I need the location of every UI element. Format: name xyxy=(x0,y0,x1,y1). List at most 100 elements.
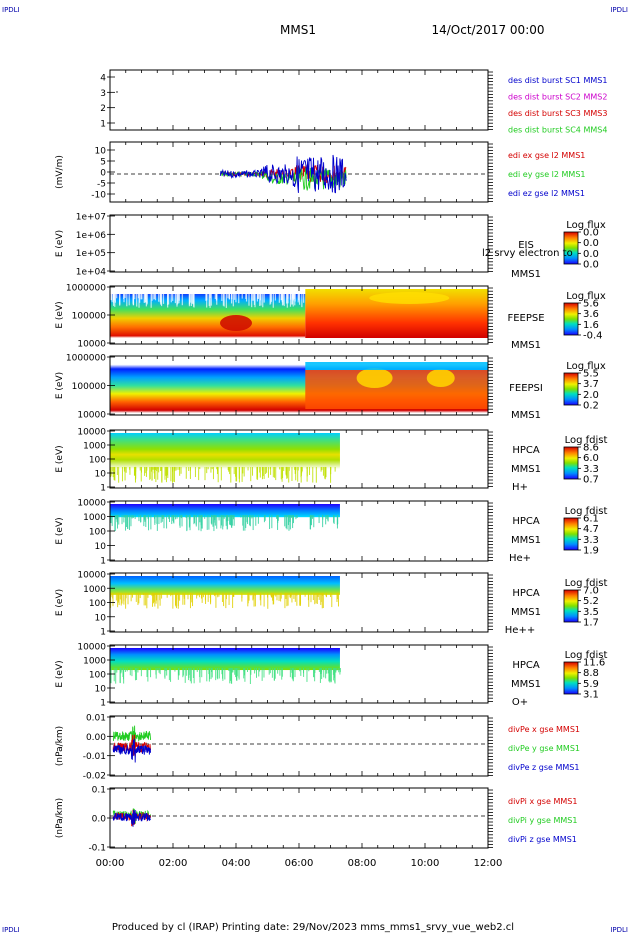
spectrogram-noise xyxy=(209,294,211,308)
spectrogram-noise xyxy=(322,592,324,609)
spectrogram-noise xyxy=(241,294,243,299)
spectrogram-noise xyxy=(235,294,237,303)
spectrogram-noise xyxy=(175,592,177,609)
spacecraft-label: MMS1 xyxy=(511,607,541,618)
spectrogram-noise xyxy=(242,466,244,474)
spectrogram-noise xyxy=(110,668,112,684)
spectrogram-noise xyxy=(291,466,293,481)
spectrogram-noise xyxy=(263,592,265,607)
colorbar-tick-label: 11.6 xyxy=(583,658,605,669)
spectrogram-noise xyxy=(211,466,213,470)
y-tick-label: 10000 xyxy=(77,411,106,421)
spectrogram-noise xyxy=(297,466,299,482)
colorbar-tick-label: 2.0 xyxy=(583,390,599,401)
spectrogram-noise xyxy=(192,294,194,305)
y-tick-label: 1e+05 xyxy=(76,249,106,259)
colorbar-tick-label: 6.0 xyxy=(583,453,599,464)
spectrogram-noise xyxy=(249,515,251,527)
spectrogram-noise xyxy=(295,466,297,471)
spectrogram-noise xyxy=(225,515,227,522)
spectrogram-noise xyxy=(187,592,189,600)
spectrogram-noise xyxy=(113,466,115,481)
spectrogram-noise xyxy=(212,515,214,527)
spectrogram-noise xyxy=(207,592,209,602)
y-tick-label: 1e+06 xyxy=(76,231,107,241)
spacecraft-label: MMS1 xyxy=(511,679,541,690)
spectrogram-noise xyxy=(144,466,146,474)
instrument-label: FEEPSE xyxy=(507,313,544,324)
spectrogram-noise xyxy=(318,515,320,524)
spectrogram-noise xyxy=(189,466,191,479)
spectrogram-noise xyxy=(134,466,136,483)
spectrogram-noise xyxy=(110,466,112,478)
spectrogram-noise xyxy=(180,466,182,474)
spectrogram-noise xyxy=(190,294,192,303)
spectrogram-noise xyxy=(186,668,188,676)
spectrogram-noise xyxy=(337,592,339,607)
spectrogram-noise xyxy=(291,294,294,299)
spectrogram-noise xyxy=(186,515,188,532)
spectrogram-noise xyxy=(189,668,191,682)
spectrogram-noise xyxy=(201,668,203,678)
spectrogram-noise xyxy=(129,515,131,530)
spectrogram-noise xyxy=(170,466,172,482)
spectrogram-noise xyxy=(121,515,123,525)
y-tick-label: 1 xyxy=(100,484,106,494)
spectrogram-noise xyxy=(124,294,126,299)
spectrogram-noise xyxy=(300,466,302,483)
spectrogram-noise xyxy=(205,294,207,301)
spectrogram-noise xyxy=(270,294,272,304)
y-tick-label: 0 xyxy=(100,169,106,179)
spectrogram-noise xyxy=(110,294,112,301)
spectrogram-fill xyxy=(305,370,488,409)
spectrogram-noise xyxy=(200,515,202,532)
spectrogram-noise xyxy=(306,668,308,682)
spectrogram-noise xyxy=(278,294,280,303)
spectrogram-noise xyxy=(134,668,136,681)
colorbar-tick-label: 1.6 xyxy=(583,320,599,331)
spectrogram-noise xyxy=(188,668,190,678)
spectrogram-noise xyxy=(192,668,194,678)
spectrogram-noise xyxy=(118,592,120,605)
spectrogram-noise xyxy=(194,515,196,524)
legend-entry: edi ey gse l2 MMS1 xyxy=(508,170,586,179)
spectrogram-noise xyxy=(272,592,274,605)
spectrogram-noise xyxy=(238,294,240,304)
x-tick-label: 08:00 xyxy=(348,858,377,869)
spectrogram-noise xyxy=(140,515,142,523)
spectrogram-noise xyxy=(215,668,217,681)
spectrogram-noise xyxy=(280,466,282,480)
spectrogram-noise xyxy=(143,294,145,303)
panel-hpca-hepp: 10000 1000 100 10 1 E (eV) Log fdist7.05.23.51… xyxy=(55,571,607,638)
spectrogram-noise xyxy=(162,294,165,304)
spectrogram-noise xyxy=(214,515,216,526)
spectrogram-blob xyxy=(356,368,393,388)
spectrogram-noise xyxy=(327,515,329,522)
spectrogram-noise xyxy=(112,466,114,472)
spectrogram-noise xyxy=(291,592,293,603)
spectrogram-noise xyxy=(146,294,148,305)
colorbar-tick-label: 0.0 xyxy=(583,228,599,239)
y-tick-label: 0.01 xyxy=(86,714,106,724)
spectrogram-noise xyxy=(259,668,261,672)
spectrogram-noise xyxy=(290,592,292,597)
spectrogram-noise xyxy=(295,515,297,520)
spectrogram-noise xyxy=(215,294,218,301)
spectrogram-noise xyxy=(127,592,129,605)
spectrogram-noise xyxy=(157,592,159,609)
panel-hpca-he: 10000 1000 100 10 1 E (eV) Log fdist6.14.73.31… xyxy=(55,499,607,567)
spectrogram-noise xyxy=(158,294,160,302)
spectrogram-noise xyxy=(193,668,195,684)
spectrogram-noise xyxy=(277,515,279,530)
y-tick-label: 10000 xyxy=(77,340,106,350)
panel-feepsi: 1000000 100000 10000 E (eV) Log flux5.53.72.… xyxy=(55,354,606,422)
spectrogram-noise xyxy=(172,294,174,301)
spectrogram-noise xyxy=(254,592,256,596)
spectrogram-noise xyxy=(285,466,287,476)
spectrogram-noise xyxy=(153,592,155,604)
spectrogram-noise xyxy=(284,592,286,609)
spectrogram-noise xyxy=(124,515,126,518)
colorbar-tick-label: 3.5 xyxy=(583,607,599,618)
spectrogram-noise xyxy=(291,668,293,673)
spectrogram-noise xyxy=(211,668,213,673)
